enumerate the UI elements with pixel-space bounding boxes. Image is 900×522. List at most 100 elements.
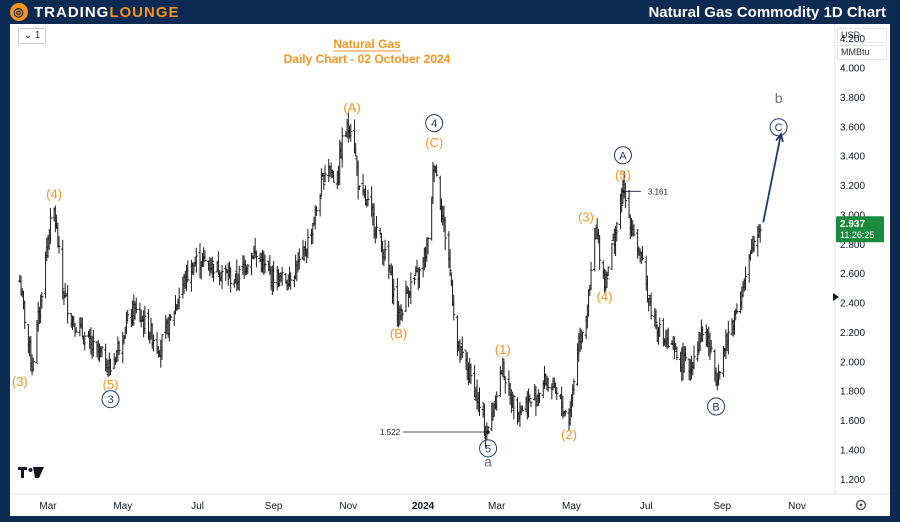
brand-logo: ◎ TRADING LOUNGE — [10, 3, 180, 21]
y-tick-label: 1.600 — [840, 416, 865, 427]
ohlc-bar — [357, 185, 361, 190]
ohlc-bar — [580, 331, 585, 343]
current-price-value: 2.937 — [840, 219, 865, 230]
ohlc-bar — [743, 266, 748, 291]
settings-button[interactable] — [855, 499, 867, 511]
ohlc-bar — [134, 297, 138, 314]
ohlc-bar — [495, 391, 499, 411]
wave-label-ring — [769, 118, 788, 137]
ohlc-bar — [383, 239, 387, 261]
ohlc-bar — [366, 189, 370, 207]
y-tick-label: 3.000 — [840, 210, 865, 221]
ohlc-bar — [426, 236, 430, 255]
wave-label: (4) — [597, 289, 613, 304]
ohlc-bar — [400, 309, 404, 321]
ohlc-bar — [477, 387, 482, 416]
wave-label: (2) — [561, 427, 577, 442]
wave-label-ring — [707, 397, 726, 416]
ohlc-bar — [649, 292, 653, 320]
ohlc-bar — [735, 303, 739, 314]
y-tick-label: 1.200 — [840, 475, 865, 486]
scroll-marker-icon[interactable] — [833, 293, 839, 301]
x-tick-label: Mar — [39, 501, 57, 512]
wave-label: (C) — [425, 135, 443, 150]
wave-label: (4) — [46, 187, 62, 202]
ohlc-bar — [124, 311, 129, 334]
unit-selector[interactable]: MMBtu — [837, 45, 887, 60]
x-tick-label: Jul — [640, 501, 653, 512]
ohlc-bar — [598, 234, 602, 270]
ohlc-bar — [332, 170, 336, 183]
ohlc-bar — [537, 392, 542, 404]
wave-label-circled: 4 — [425, 114, 444, 133]
x-tick-label: 2024 — [412, 501, 435, 512]
gear-icon — [855, 499, 867, 511]
projection-arrowhead — [775, 132, 784, 143]
y-tick-label: 2.600 — [840, 269, 865, 280]
ohlc-bar — [555, 387, 559, 400]
high-marker-dot — [621, 189, 625, 193]
tv-logo-icon — [18, 467, 44, 478]
x-tick-label: May — [113, 501, 132, 512]
ohlc-bar — [23, 300, 27, 330]
ohlc-bar — [615, 221, 619, 242]
chevron-down-icon: ⌄ — [23, 30, 33, 41]
wave-label-circled: A — [613, 146, 632, 165]
ohlc-bar — [117, 340, 121, 356]
wave-label: (1) — [495, 342, 511, 357]
ohlc-bar — [306, 229, 310, 258]
wave-label-text: 3 — [107, 394, 113, 406]
ohlc-bar — [229, 267, 233, 293]
currency-selector[interactable]: USD — [837, 28, 887, 43]
wave-label-text: 4 — [431, 118, 437, 130]
ohlc-bar — [632, 224, 636, 236]
wave-label: a — [484, 453, 492, 469]
ohlc-bar — [709, 339, 713, 352]
ohlc-bar — [143, 305, 147, 335]
ohlc-bar — [404, 280, 408, 312]
ohlc-bar — [392, 278, 396, 305]
ohlc-bar — [752, 235, 756, 252]
ohlc-bar — [319, 168, 323, 198]
top-banner: ◎ TRADING LOUNGE Natural Gas Commodity 1D… — [0, 0, 900, 24]
ohlc-bar — [572, 378, 576, 395]
y-tick-label: 2.200 — [840, 328, 865, 339]
high-marker-label: 3.161 — [648, 187, 669, 196]
ohlc-bar — [295, 260, 299, 282]
ohlc-bar — [675, 346, 679, 361]
interval-value: 1 — [34, 30, 41, 41]
price-chart[interactable]: 1.200 1.400 1.600 1.800 2.000 2.200 2.400 2.600… — [10, 24, 890, 516]
ohlc-bar — [550, 383, 554, 400]
ohlc-bar — [203, 250, 207, 262]
wave-label-circled: B — [707, 397, 726, 416]
ohlc-bar — [726, 320, 730, 355]
ohlc-bar — [249, 252, 254, 276]
ohlc-bar — [443, 217, 447, 250]
ohlc-bar — [246, 263, 250, 275]
ohlc-bar — [666, 327, 670, 348]
ohlc-bar — [412, 277, 417, 285]
wave-label-ring — [101, 390, 120, 409]
ohlc-bar — [374, 215, 379, 239]
low-marker-label: 1.522 — [380, 428, 401, 437]
ohlc-bar — [512, 394, 516, 420]
brand-name-lounge: LOUNGE — [109, 3, 180, 21]
ohlc-bar — [254, 250, 258, 268]
ohlc-bar — [220, 264, 224, 290]
price-axis-header: USD MMBtu — [837, 28, 887, 62]
y-tick-label: 4.200 — [840, 34, 865, 45]
y-tick-label: 2.800 — [840, 240, 865, 251]
ohlc-bar — [323, 165, 327, 183]
ohlc-bar — [126, 309, 130, 322]
ohlc-bar — [226, 263, 230, 286]
ohlc-bar — [314, 206, 319, 216]
y-tick-label: 3.600 — [840, 122, 865, 133]
y-tick-label: 1.800 — [840, 387, 865, 398]
brand-mark-icon: ◎ — [10, 3, 28, 21]
x-tick-label: Sep — [265, 501, 283, 512]
interval-selector[interactable]: ⌄ 1 — [18, 28, 46, 44]
wave-label: (5) — [615, 167, 631, 182]
ohlc-bar — [160, 334, 164, 360]
ohlc-bar — [430, 197, 434, 241]
ohlc-bar — [658, 317, 662, 337]
